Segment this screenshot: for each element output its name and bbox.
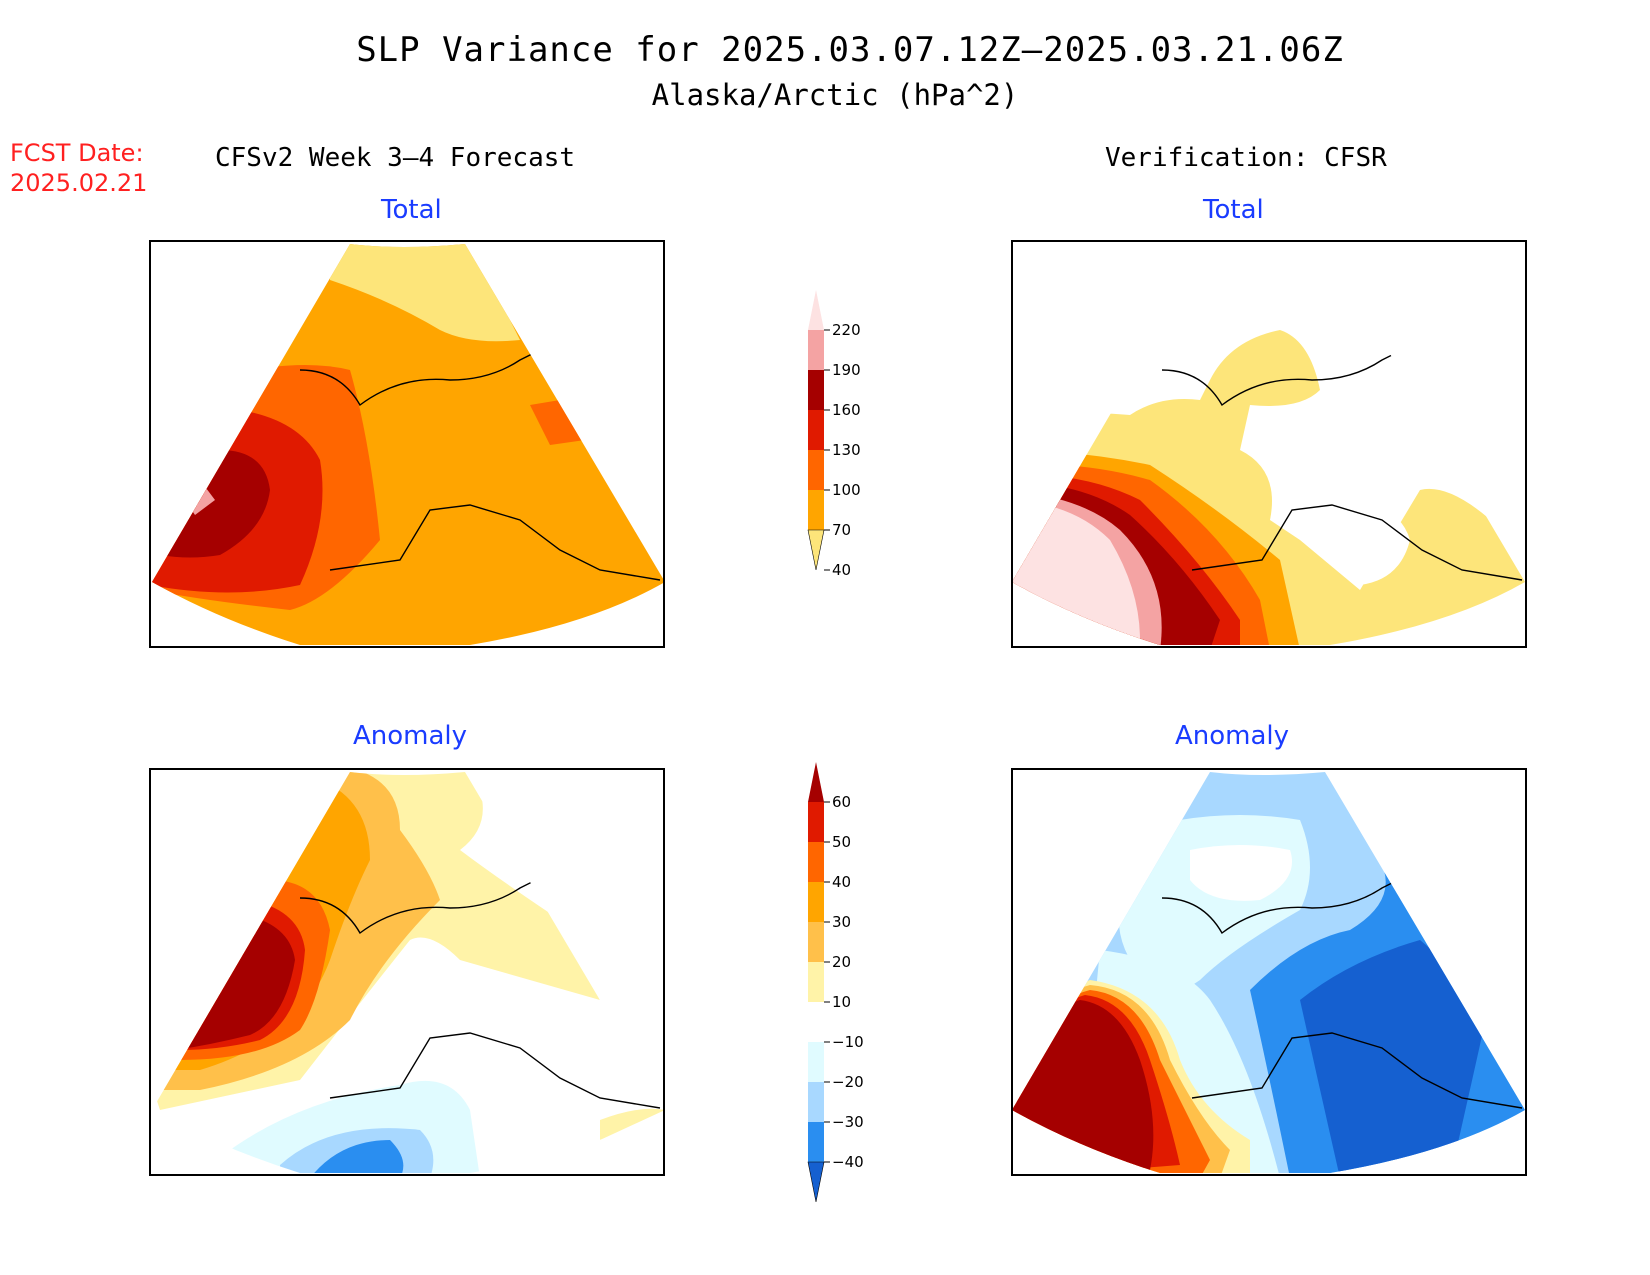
panel-title-forecast-total: Total	[381, 195, 442, 225]
colorbar-label: 60	[832, 793, 851, 811]
colorbar-swatch	[808, 450, 824, 490]
anomaly-colorbar: 60 50 40 30 20 10 −10 −20 −30 −40	[807, 762, 864, 1203]
panel-title-verification-total: Total	[1203, 195, 1264, 225]
colorbar-label: 70	[832, 521, 851, 539]
colorbar-label: −40	[832, 1153, 864, 1171]
colorbar-swatch	[808, 1082, 824, 1122]
colorbar-top-arrow	[808, 762, 824, 802]
forecast-total-map	[152, 244, 665, 645]
coastline-lines	[299, 349, 1523, 1109]
colorbar-label: −30	[832, 1113, 864, 1131]
forecast-anomaly-frame	[149, 768, 665, 1176]
colorbar-swatch	[808, 1002, 824, 1042]
fcst-date: 2025.02.21	[10, 169, 148, 197]
colorbar-swatch	[808, 802, 824, 842]
colorbar-label: 10	[832, 993, 851, 1011]
colorbar-label: 130	[832, 441, 861, 459]
colorbar-swatch	[808, 842, 824, 882]
colorbar-swatch	[808, 330, 824, 370]
colorbar-label: 40	[832, 873, 851, 891]
colorbar-label: −10	[832, 1033, 864, 1051]
map-title: SLP Variance for 2025.03.07.12Z–2025.03.…	[356, 30, 1344, 70]
panel-title-verification-anomaly: Anomaly	[1175, 721, 1290, 751]
colorbar-top-arrow	[808, 290, 824, 330]
colorbar-label: 160	[832, 401, 861, 419]
colorbar-label: 30	[832, 913, 851, 931]
colorbar-swatch	[808, 922, 824, 962]
colorbar-swatch	[808, 490, 824, 530]
colorbar-label: 190	[832, 361, 861, 379]
colorbar-swatch	[808, 1122, 824, 1162]
colorbar-label: 100	[832, 481, 861, 499]
colorbar-swatch	[808, 962, 824, 1002]
colorbar-swatch	[808, 882, 824, 922]
colorbar-label: 40	[832, 561, 851, 579]
forecast-date-label: FCST Date: 2025.02.21	[10, 138, 147, 198]
verification-anomaly-frame	[1011, 768, 1527, 1176]
total-colorbar: 220 190 160 130 100 70 40	[807, 290, 861, 579]
colorbar-swatch	[808, 410, 824, 450]
colorbar-swatch	[808, 1042, 824, 1082]
forecast-total-frame	[149, 240, 665, 648]
forecast-heading: CFSv2 Week 3–4 Forecast	[215, 143, 576, 173]
panel-title-forecast-anomaly: Anomaly	[353, 721, 468, 751]
colorbar-label: −20	[832, 1073, 864, 1091]
colorbar-swatch	[808, 370, 824, 410]
colorbar-label: 220	[832, 321, 861, 339]
verification-total-frame	[1011, 240, 1527, 648]
verification-heading: Verification: CFSR	[1105, 143, 1387, 173]
colorbar-bottom-arrow	[807, 529, 825, 571]
colorbar-bottom-arrow	[807, 1161, 825, 1203]
colorbar-label: 20	[832, 953, 851, 971]
fcst-label: FCST Date:	[10, 139, 144, 167]
forecast-anomaly-map	[152, 772, 665, 1173]
colorbar-label: 50	[832, 833, 851, 851]
verification-total-map	[1012, 244, 1525, 645]
verification-anomaly-map	[1012, 772, 1525, 1173]
map-subtitle: Alaska/Arctic (hPa^2)	[651, 78, 1019, 112]
